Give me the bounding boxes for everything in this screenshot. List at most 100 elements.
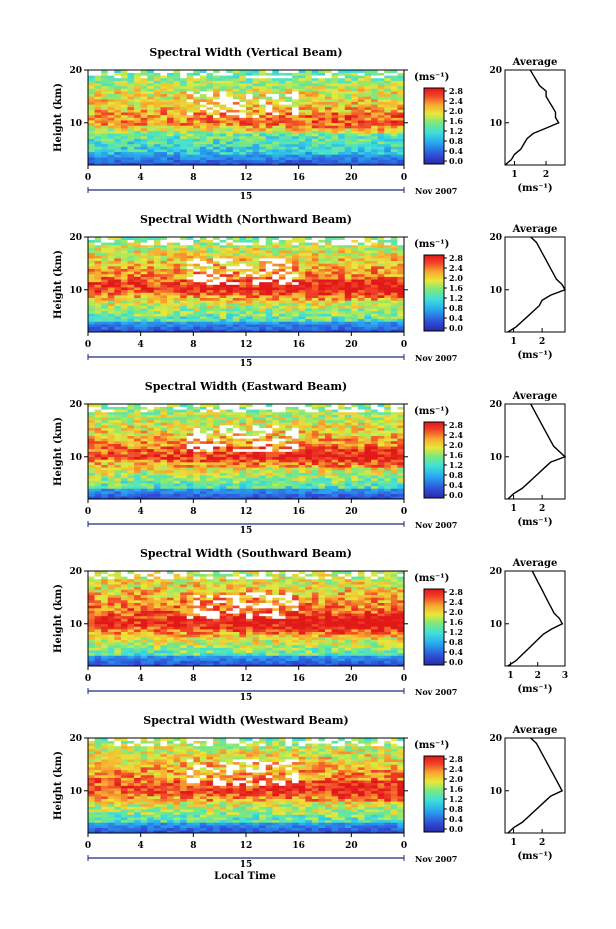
heatmap-cell — [114, 491, 122, 495]
heatmap-cell — [232, 271, 240, 275]
heatmap-cell — [285, 117, 293, 121]
heatmap-cell — [259, 112, 267, 116]
heatmap-cell — [278, 244, 286, 248]
heatmap-cell — [173, 77, 181, 81]
heatmap-cell — [107, 88, 115, 92]
heatmap-cell — [318, 85, 326, 89]
heatmap-cell — [357, 159, 365, 163]
panel-title: Spectral Width (Northward Beam) — [140, 213, 352, 226]
heatmap-cell — [153, 106, 161, 110]
heatmap-cell — [94, 427, 102, 431]
heatmap-cell — [318, 247, 326, 251]
heatmap-cell — [120, 276, 128, 280]
heatmap-cell — [298, 273, 306, 277]
heatmap-cell — [397, 308, 405, 312]
heatmap-cell — [272, 308, 280, 312]
heatmap-cell — [140, 467, 148, 471]
heatmap-cell — [206, 258, 214, 262]
heatmap-cell — [160, 279, 168, 283]
heatmap-cell — [107, 321, 115, 325]
heatmap-cell — [259, 425, 267, 429]
heatmap-cell — [311, 425, 319, 429]
heatmap-cell — [147, 159, 155, 163]
heatmap-cell — [88, 316, 95, 320]
heatmap-cell — [305, 93, 313, 97]
heatmap-cell — [384, 70, 392, 73]
heatmap-cell — [94, 117, 102, 121]
heatmap-cell — [252, 469, 260, 473]
heatmap-cell — [305, 430, 313, 434]
heatmap-cell — [357, 464, 365, 468]
heatmap-cell — [318, 430, 326, 434]
heatmap-cell — [351, 438, 359, 442]
heatmap-cell — [272, 120, 280, 124]
heatmap-cell — [298, 477, 306, 481]
heatmap-cell — [351, 77, 359, 81]
heatmap-cell — [278, 109, 286, 113]
heatmap-cell — [351, 427, 359, 431]
heatmap-cell — [292, 162, 299, 166]
heatmap-cell — [206, 300, 214, 304]
heatmap-cell — [265, 122, 273, 126]
colorbar-unit: (ms⁻¹) — [414, 72, 449, 83]
heatmap-cell — [272, 324, 280, 328]
heatmap-cell — [272, 480, 280, 484]
heatmap-cell — [114, 480, 122, 484]
heatmap-cell — [134, 430, 141, 434]
heatmap-cell — [331, 96, 339, 100]
heatmap-cell — [193, 130, 201, 134]
heatmap-cell — [232, 326, 240, 330]
heatmap-cell — [173, 239, 181, 243]
heatmap-cell — [351, 451, 359, 455]
heatmap-cell — [173, 162, 181, 166]
heatmap-cell — [338, 318, 346, 322]
heatmap-cell — [219, 242, 227, 246]
heatmap-cell — [107, 443, 115, 447]
heatmap-cell — [219, 292, 227, 296]
heatmap-cell — [167, 120, 174, 124]
heatmap-cell — [114, 281, 122, 285]
heatmap-cell — [147, 162, 155, 166]
heatmap-cell — [134, 244, 141, 248]
heatmap-cell — [153, 279, 161, 283]
heatmap-cell — [305, 313, 313, 317]
heatmap-cell — [120, 271, 128, 275]
heatmap-cell — [186, 477, 194, 481]
heatmap-cell — [371, 456, 378, 460]
heatmap-cell — [193, 435, 201, 439]
heatmap-cell — [239, 268, 247, 272]
heatmap-cell — [325, 91, 332, 95]
heatmap-cell — [219, 425, 227, 429]
heatmap-cell — [232, 151, 240, 155]
heatmap-cell — [180, 284, 188, 288]
heatmap-cell — [318, 464, 326, 468]
heatmap-cell — [153, 318, 161, 322]
heatmap-cell — [305, 266, 313, 269]
heatmap-cell — [239, 297, 247, 301]
heatmap-cell — [147, 438, 155, 442]
heatmap-cell — [101, 485, 109, 489]
heatmap-cell — [180, 305, 188, 309]
heatmap-cell — [239, 154, 247, 158]
heatmap-cell — [153, 496, 161, 500]
heatmap-cell — [259, 451, 267, 455]
heatmap-cell — [272, 101, 280, 105]
heatmap-cell — [338, 247, 346, 251]
heatmap-cell — [186, 435, 194, 439]
heatmap-cell — [311, 422, 319, 426]
heatmap-cell — [285, 300, 293, 304]
heatmap-cell — [311, 141, 319, 145]
heatmap-cell — [206, 146, 214, 150]
heatmap-cell — [272, 281, 280, 285]
heatmap-cell — [371, 149, 378, 153]
heatmap-cell — [278, 451, 286, 455]
heatmap-cell — [173, 425, 181, 429]
heatmap-cell — [167, 485, 174, 489]
heatmap-cell — [397, 459, 405, 463]
heatmap-cell — [219, 104, 227, 108]
heatmap-cell — [384, 493, 392, 497]
heatmap-cell — [127, 244, 135, 248]
heatmap-cell — [173, 252, 181, 256]
heatmap-cell — [259, 443, 267, 447]
heatmap-cell — [140, 162, 148, 166]
